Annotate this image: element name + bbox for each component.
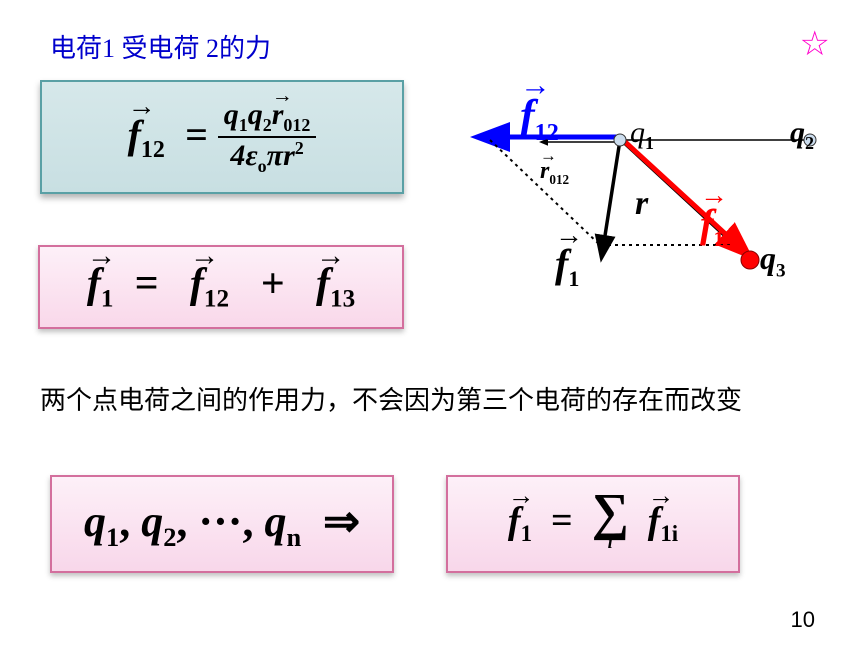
equation-f1-sigma: f1 = ∑ i f1i	[446, 475, 740, 573]
equation-f12-coulomb: f12 = q1q2r012 4εoπr2	[40, 80, 404, 194]
force-diagram	[440, 80, 840, 300]
description-text: 两个点电荷之间的作用力，不会因为第三个电荷的存在而改变	[40, 380, 742, 417]
slide-title: 电荷1 受电荷 2的力	[50, 28, 271, 65]
equation-f1-sum-two: f1 = f12 + f13	[38, 245, 404, 329]
equation-qn-list: q1, q2, ···, qn ⇒	[50, 475, 394, 573]
star-icon: ☆	[800, 24, 830, 64]
page-number: 10	[791, 607, 815, 633]
f12-vec: f	[128, 111, 141, 158]
